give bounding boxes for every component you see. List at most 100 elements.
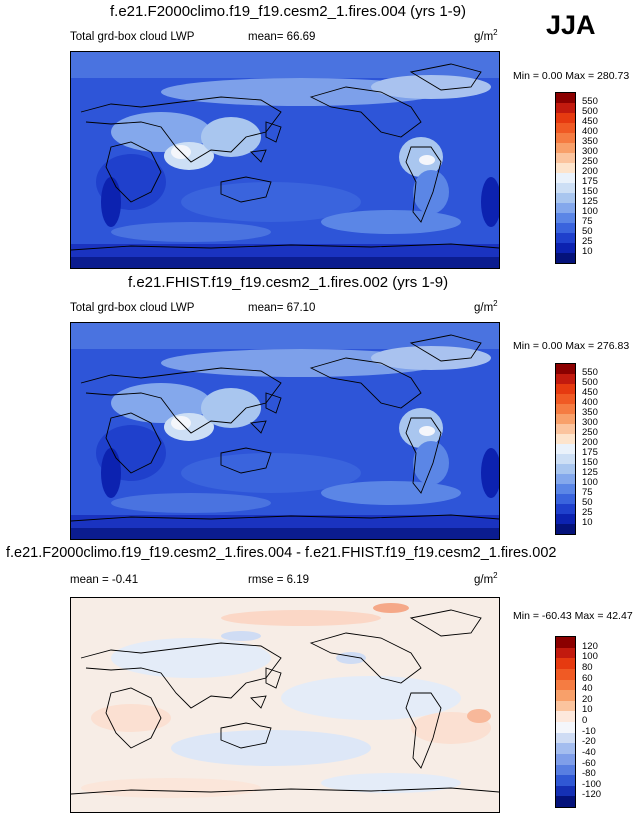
colorbar-label: 75 [582, 487, 593, 498]
panel-1-colorbar [555, 92, 576, 264]
colorbar-label: -60 [582, 757, 596, 769]
panel-1-units: g/m2 [474, 28, 498, 43]
panel-3-map [70, 597, 500, 813]
colorbar-label: -40 [582, 746, 596, 758]
colorbar-label: 350 [582, 136, 598, 147]
colorbar-label: 125 [582, 196, 598, 207]
colorbar-label: 500 [582, 377, 598, 388]
colorbar-box [556, 233, 575, 243]
colorbar-label: 250 [582, 427, 598, 438]
colorbar-box [556, 796, 575, 808]
panel-2-mean: mean= 67.10 [248, 302, 316, 314]
colorbar-label: -100 [582, 778, 602, 790]
colorbar-label: 120 [582, 640, 598, 652]
colorbar-label: 550 [582, 96, 598, 107]
colorbar-label: 10 [582, 704, 593, 716]
colorbar-box [556, 163, 575, 173]
colorbar-label: 175 [582, 447, 598, 458]
colorbar-box [556, 454, 575, 464]
panel-2-units: g/m2 [474, 299, 498, 314]
panel-2-map-svg [71, 323, 499, 539]
panel-1-map [70, 51, 500, 269]
colorbar-box [556, 785, 575, 797]
colorbar-label: 100 [582, 651, 598, 663]
colorbar-label: 20 [582, 693, 593, 705]
panel-1-title: f.e21.F2000climo.f19_f19.cesm2_1.fires.0… [110, 3, 467, 20]
colorbar-box [556, 384, 575, 394]
colorbar-label: 400 [582, 126, 598, 137]
colorbar-box [556, 143, 575, 153]
colorbar-box [556, 364, 575, 374]
colorbar-label: 40 [582, 683, 593, 695]
panel-2-colorbar [555, 363, 576, 535]
colorbar-label: 125 [582, 467, 598, 478]
colorbar-label: 150 [582, 457, 598, 468]
colorbar-label: 80 [582, 661, 593, 673]
panel-3-rmse: rmse = 6.19 [248, 574, 310, 586]
colorbar-label: -80 [582, 768, 596, 780]
panel-2-variable: Total grd-box cloud LWP [70, 302, 195, 314]
colorbar-box [556, 243, 575, 253]
colorbar-label: 150 [582, 186, 598, 197]
colorbar-box [556, 424, 575, 434]
colorbar-label: 450 [582, 387, 598, 398]
colorbar-label: 10 [582, 517, 593, 528]
colorbar-box [556, 743, 575, 755]
colorbar-box [556, 722, 575, 733]
colorbar-label: 25 [582, 236, 593, 247]
colorbar-box [556, 253, 575, 263]
colorbar-label: 50 [582, 226, 593, 237]
colorbar-label: 300 [582, 146, 598, 157]
colorbar-label: 50 [582, 497, 593, 508]
colorbar-box [556, 444, 575, 454]
colorbar-box [556, 494, 575, 504]
colorbar-label: -10 [582, 725, 596, 737]
colorbar-label: 0 [582, 715, 588, 726]
colorbar-box [556, 732, 575, 744]
panel-1-variable: Total grd-box cloud LWP [70, 31, 195, 43]
colorbar-box [556, 690, 575, 702]
colorbar-box [556, 658, 575, 670]
colorbar-box [556, 775, 575, 787]
colorbar-box [556, 464, 575, 474]
panel-1-mean: mean= 66.69 [248, 31, 316, 43]
panel-3-mean: mean = -0.41 [70, 574, 139, 586]
panel-1-minmax: Min = 0.00 Max = 280.73 [513, 70, 630, 82]
colorbar-box [556, 374, 575, 384]
colorbar-box [556, 484, 575, 494]
colorbar-box [556, 153, 575, 163]
colorbar-box [556, 223, 575, 233]
colorbar-box [556, 183, 575, 193]
colorbar-label: 10 [582, 246, 593, 257]
colorbar-label: 200 [582, 166, 598, 177]
colorbar-label: -20 [582, 736, 596, 748]
panel-3-colorbar [555, 636, 576, 808]
panel-3-minmax: Min = -60.43 Max = 42.47 [513, 610, 633, 622]
colorbar-label: 350 [582, 407, 598, 418]
colorbar-box [556, 113, 575, 123]
panel-2-minmax: Min = 0.00 Max = 276.83 [513, 340, 630, 352]
colorbar-box [556, 753, 575, 765]
colorbar-box [556, 514, 575, 524]
colorbar-label: 60 [582, 672, 593, 684]
colorbar-box [556, 524, 575, 534]
colorbar-label: 550 [582, 367, 598, 378]
colorbar-label: 300 [582, 417, 598, 428]
colorbar-label: 100 [582, 206, 598, 217]
colorbar-box [556, 123, 575, 133]
colorbar-label: 400 [582, 397, 598, 408]
colorbar-box [556, 474, 575, 484]
colorbar-label: 100 [582, 477, 598, 488]
colorbar-label: -120 [582, 789, 602, 801]
panel-2-map [70, 322, 500, 540]
colorbar-box [556, 414, 575, 424]
colorbar-box [556, 93, 575, 103]
colorbar-box [556, 504, 575, 514]
colorbar-box [556, 647, 575, 659]
season-label: JJA [546, 10, 596, 40]
panel-3-title: f.e21.F2000climo.f19_f19.cesm2_1.fires.0… [6, 545, 557, 561]
colorbar-label: 450 [582, 116, 598, 127]
colorbar-label: 25 [582, 507, 593, 518]
panel-1-map-svg [71, 52, 499, 268]
panel-3-map-svg [71, 598, 499, 812]
